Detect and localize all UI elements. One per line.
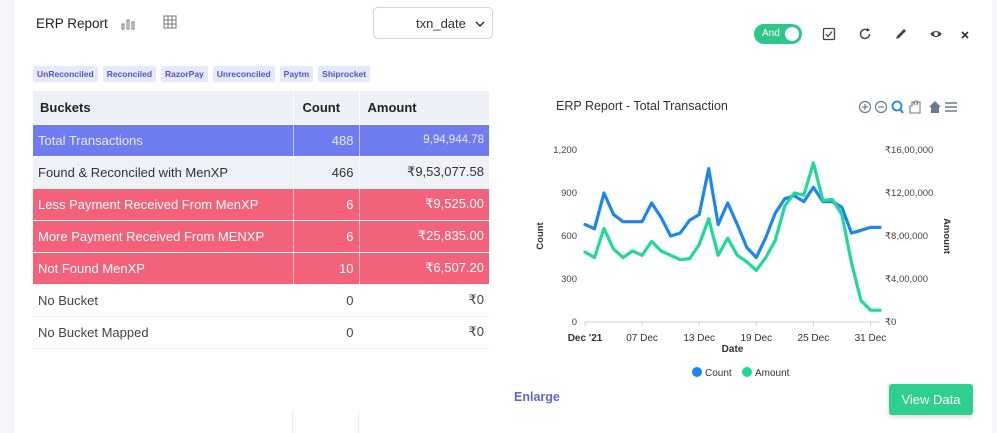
menu-icon[interactable] [945,102,957,112]
tag-shiprocket[interactable]: Shiprocket [318,66,371,82]
bucket-count: 0 [292,284,359,317]
legend-label-amount: Amount [755,368,790,379]
series-line-count [583,166,882,260]
tag-unreconciled[interactable]: UnReconciled [33,66,98,82]
tag-reconciled[interactable]: Reconciled [102,66,157,82]
toggle-label: And [762,28,780,39]
y2-tick-label: ₹0 [885,317,896,328]
table-row[interactable]: More Payment Received From MENXP 6 ₹25,8… [33,220,489,253]
edit-icon[interactable] [894,27,908,41]
x-tick-label: Dec '21 [568,333,603,344]
column-divider [358,410,359,433]
x-tick-label: 07 Dec [626,333,658,344]
y-tick-label: 1,200 [553,145,577,156]
bucket-label: No Bucket [33,284,293,317]
close-icon[interactable] [958,27,972,41]
pan-hand-icon[interactable] [909,100,921,114]
table-row[interactable]: No Bucket 0 ₹0 [33,284,489,317]
y-tick-label: 0 [572,317,577,328]
x-tick-label: 25 Dec [798,333,830,344]
table-row[interactable]: Less Payment Received From MenXP 6 ₹9,52… [33,188,489,221]
bucket-amount: ₹9,53,077.58 [358,156,489,189]
bucket-label: No Bucket Mapped [33,316,293,349]
view-data-button[interactable]: View Data [889,384,973,415]
bucket-amount: ₹0 [358,284,489,317]
legend-marker-count [692,367,702,377]
zoom-in-icon[interactable] [858,100,872,114]
header-count: Count [292,91,359,125]
y-tick-label: 300 [561,274,577,285]
bucket-label: Less Payment Received From MenXP [33,188,293,221]
filter-tags: UnReconciled Reconciled RazorPay Unrecon… [33,66,371,82]
tag-razorpay[interactable]: RazorPay [161,66,208,82]
table-row[interactable]: Total Transactions 488 9,94,944.78 [33,124,489,157]
bucket-amount: ₹25,835.00 [358,220,489,253]
home-icon[interactable] [929,101,941,113]
table-row[interactable]: Found & Reconciled with MenXP 466 ₹9,53,… [33,156,489,189]
bucket-count: 466 [292,156,359,189]
bucket-count: 0 [292,316,359,349]
header-buckets: Buckets [33,91,293,125]
bucket-label: More Payment Received From MENXP [33,220,293,253]
bucket-count: 6 [292,220,359,253]
tag-paytm[interactable]: Paytm [279,66,314,82]
bucket-amount: ₹0 [358,316,489,349]
report-title: ERP Report [36,16,108,31]
bucket-amount: ₹6,507.20 [358,252,489,285]
transaction-line-chart: 0 300 600 900 1,200 ₹0 ₹4,00,000 ₹8,00,000 ₹12,0… [535,145,952,379]
checkbox-icon[interactable] [822,27,836,41]
bucket-label: Not Found MenXP [33,252,293,285]
x-tick-label: 19 Dec [740,333,772,344]
chart-toolbar [858,100,957,114]
x-tick-label: 13 Dec [683,333,715,344]
y2-axis-title: Amount [941,218,952,255]
date-field-select[interactable]: txn_date [373,7,493,39]
bucket-label: Found & Reconciled with MenXP [33,156,293,189]
table-icon[interactable] [163,15,177,29]
bucket-label: Total Transactions [33,124,293,157]
bar-chart-icon[interactable] [120,15,136,31]
table-header-row: Buckets Count Amount [33,91,489,125]
header-amount: Amount [358,91,489,125]
chart-title: ERP Report - Total Transaction [556,99,728,113]
column-divider [292,410,293,433]
bucket-count: 488 [292,124,359,157]
eye-icon[interactable] [929,27,943,41]
buckets-table: Buckets Count Amount Total Transactions … [33,91,489,349]
x-tick-label: 31 Dec [855,333,887,344]
legend-marker-amount [742,367,752,377]
table-continuation [33,410,489,433]
y2-tick-label: ₹16,00,000 [885,145,933,156]
legend-label-count: Count [705,368,732,379]
chevron-down-icon [475,21,485,28]
table-row[interactable]: No Bucket Mapped 0 ₹0 [33,316,489,349]
refresh-icon[interactable] [858,27,872,41]
bucket-count: 6 [292,188,359,221]
bucket-amount: 9,94,944.78 [358,124,489,157]
selection-zoom-icon[interactable] [891,100,904,114]
series-line-amount [583,161,882,312]
y2-tick-label: ₹12,00,000 [885,188,933,199]
bucket-count: 10 [292,252,359,285]
and-toggle[interactable]: And [754,24,802,44]
bucket-amount: ₹9,525.00 [358,188,489,221]
enlarge-link[interactable]: Enlarge [514,390,560,404]
x-axis-title: Date [722,344,744,355]
date-field-value: txn_date [416,16,466,31]
y2-tick-label: ₹8,00,000 [885,231,928,242]
y-tick-label: 600 [561,231,577,242]
zoom-out-icon[interactable] [874,100,888,114]
y2-tick-label: ₹4,00,000 [885,274,928,285]
y-axis-title: Count [535,221,546,249]
table-row[interactable]: Not Found MenXP 10 ₹6,507.20 [33,252,489,285]
tag-unreconciled-2[interactable]: Unreconciled [212,66,275,82]
y-tick-label: 900 [561,188,577,199]
toggle-knob [785,27,799,41]
